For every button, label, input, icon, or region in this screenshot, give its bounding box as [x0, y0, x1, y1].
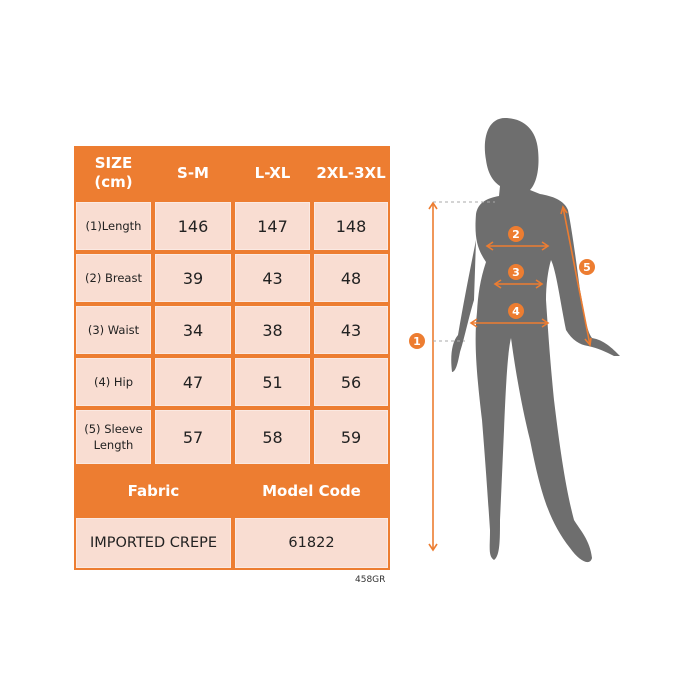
table-cell: 51: [233, 356, 312, 408]
column-header: 2XL-3XL: [316, 163, 386, 182]
table-cell: 38: [233, 304, 312, 356]
size-header: SIZE (cm): [74, 146, 153, 200]
measurement-lines: [428, 201, 592, 552]
table-cell: 43: [312, 304, 390, 356]
row-label-cell: (2) Breast: [74, 252, 153, 304]
row-label: (4) Hip: [93, 375, 134, 389]
row-label-cell: (5) Sleeve Length: [74, 408, 153, 466]
column-header: L-XL: [254, 163, 291, 182]
row-label: (3) Waist: [87, 323, 140, 337]
fabric-header: Fabric: [127, 481, 180, 500]
model-code-header: Model Code: [262, 481, 361, 500]
model-code-value: 61822: [233, 516, 390, 570]
unit-label: (cm): [94, 173, 133, 191]
table-cell: 59: [312, 408, 390, 466]
marker-1: 1: [413, 335, 421, 348]
product-code: 458GR: [355, 575, 386, 585]
table-cell: 57: [153, 408, 233, 466]
row-label-cell: (1)Length: [74, 200, 153, 252]
fabric-value: IMPORTED CREPE: [74, 516, 233, 570]
table-cell: 48: [312, 252, 390, 304]
row-label: (5) Sleeve: [84, 422, 143, 436]
size-label: SIZE: [94, 154, 133, 172]
table-cell: 146: [153, 200, 233, 252]
table-cell: 58: [233, 408, 312, 466]
measurement-markers: 1 2 3 4 5: [409, 226, 595, 349]
woman-silhouette: [451, 118, 620, 563]
table-cell: 148: [312, 200, 390, 252]
row-label-cell: (3) Waist: [74, 304, 153, 356]
column-header: S-M: [177, 163, 209, 182]
table-cell: 147: [233, 200, 312, 252]
row-label-2: Length: [93, 438, 134, 452]
marker-2: 2: [512, 228, 520, 241]
size-chart-table: SIZE (cm) S-M L-XL 2XL-3XL (1)Length 146 1…: [74, 146, 390, 570]
table-cell: 47: [153, 356, 233, 408]
row-label: (1)Length: [85, 219, 142, 233]
sleeve-arrow: [562, 206, 591, 346]
marker-5: 5: [583, 261, 591, 274]
row-label: (2) Breast: [85, 271, 142, 285]
table-cell: 43: [233, 252, 312, 304]
table-cell: 39: [153, 252, 233, 304]
row-label-cell: (4) Hip: [74, 356, 153, 408]
marker-4: 4: [512, 305, 520, 318]
marker-3: 3: [512, 266, 520, 279]
table-cell: 56: [312, 356, 390, 408]
table-cell: 34: [153, 304, 233, 356]
